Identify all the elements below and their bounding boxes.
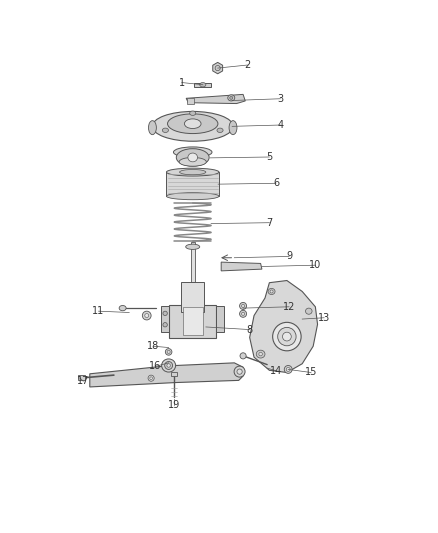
Polygon shape [90, 363, 243, 387]
Ellipse shape [190, 111, 196, 115]
Text: 6: 6 [273, 178, 279, 188]
Ellipse shape [165, 361, 173, 369]
Text: 3: 3 [277, 94, 283, 104]
Bar [183, 307, 203, 335]
Ellipse shape [284, 366, 292, 374]
Ellipse shape [142, 311, 151, 320]
Ellipse shape [166, 168, 219, 176]
Ellipse shape [179, 157, 206, 166]
Ellipse shape [163, 311, 167, 316]
Text: 18: 18 [147, 341, 159, 351]
Ellipse shape [184, 119, 201, 128]
Text: 1: 1 [179, 77, 185, 87]
Polygon shape [221, 262, 262, 271]
Ellipse shape [176, 149, 209, 166]
Ellipse shape [173, 147, 212, 157]
Text: 2: 2 [244, 60, 251, 70]
Ellipse shape [217, 128, 223, 133]
Text: 5: 5 [266, 152, 272, 162]
Bar [187, 98, 194, 103]
Ellipse shape [200, 83, 206, 87]
Ellipse shape [188, 153, 198, 162]
Ellipse shape [268, 288, 275, 295]
Ellipse shape [272, 322, 301, 351]
Ellipse shape [148, 120, 156, 135]
Ellipse shape [215, 66, 220, 71]
Text: 13: 13 [318, 313, 330, 323]
Bar [78, 375, 85, 380]
Ellipse shape [119, 305, 126, 311]
Text: 16: 16 [149, 361, 162, 372]
Ellipse shape [234, 366, 245, 377]
Ellipse shape [242, 312, 244, 316]
Ellipse shape [162, 128, 169, 133]
Bar [191, 243, 195, 282]
Ellipse shape [180, 169, 206, 175]
Ellipse shape [286, 367, 290, 372]
Ellipse shape [166, 349, 172, 355]
Ellipse shape [230, 96, 233, 99]
Ellipse shape [305, 308, 312, 314]
Ellipse shape [148, 375, 154, 381]
Ellipse shape [167, 364, 170, 367]
Bar [194, 83, 211, 87]
Ellipse shape [162, 359, 176, 372]
Ellipse shape [242, 304, 244, 308]
Ellipse shape [270, 290, 273, 293]
Ellipse shape [240, 353, 246, 359]
Ellipse shape [167, 350, 170, 353]
Text: 7: 7 [266, 217, 272, 228]
Ellipse shape [229, 120, 237, 135]
Ellipse shape [240, 310, 247, 317]
Ellipse shape [163, 322, 167, 327]
Ellipse shape [167, 114, 218, 134]
Ellipse shape [278, 327, 296, 346]
Text: 17: 17 [77, 376, 89, 386]
Ellipse shape [240, 302, 247, 310]
Bar [169, 305, 216, 338]
Bar [166, 172, 219, 196]
Text: 10: 10 [309, 260, 321, 270]
Ellipse shape [283, 332, 291, 341]
Bar [181, 282, 204, 312]
Ellipse shape [237, 369, 242, 374]
Ellipse shape [228, 95, 235, 101]
Text: 8: 8 [247, 325, 253, 335]
Polygon shape [250, 280, 318, 373]
Ellipse shape [259, 352, 262, 356]
Ellipse shape [150, 377, 152, 379]
Text: 4: 4 [277, 120, 283, 130]
Text: 11: 11 [92, 306, 105, 316]
Bar [171, 372, 177, 376]
Ellipse shape [152, 111, 233, 141]
Bar [161, 306, 169, 332]
Ellipse shape [186, 244, 200, 249]
Text: 12: 12 [283, 302, 295, 312]
Polygon shape [213, 62, 223, 74]
Text: 15: 15 [305, 367, 317, 377]
Bar [216, 306, 224, 332]
Polygon shape [186, 94, 245, 103]
Ellipse shape [145, 313, 149, 318]
Text: 14: 14 [270, 366, 282, 376]
Ellipse shape [166, 193, 219, 200]
Ellipse shape [256, 350, 265, 358]
Text: 19: 19 [168, 400, 180, 410]
Text: 9: 9 [286, 252, 292, 261]
